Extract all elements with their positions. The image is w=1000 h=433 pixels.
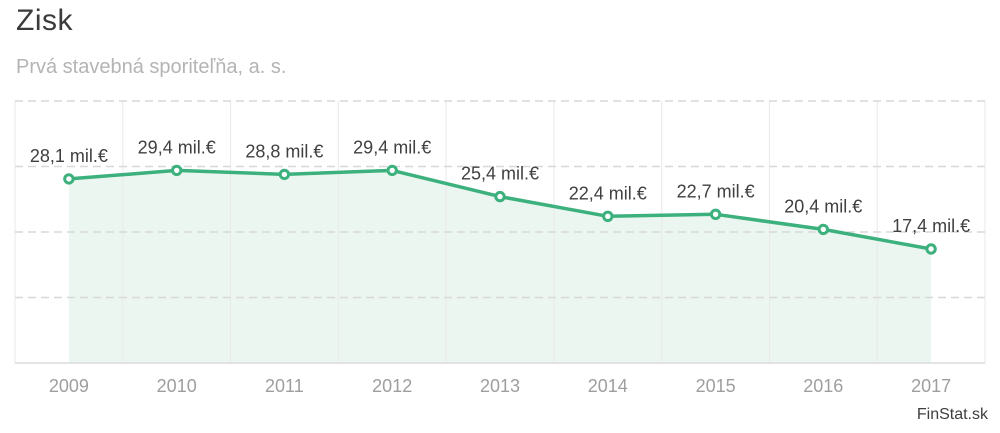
data-point-marker[interactable]: [63, 173, 75, 185]
data-label: 20,4 mil.€: [784, 196, 862, 216]
data-label: 22,7 mil.€: [677, 181, 755, 201]
data-label: 29,4 mil.€: [138, 137, 216, 157]
data-point-marker[interactable]: [817, 223, 829, 236]
data-point-marker[interactable]: [386, 164, 398, 177]
data-label: 25,4 mil.€: [461, 164, 539, 184]
data-label: 17,4 mil.€: [892, 216, 970, 236]
x-axis-label: 2012: [372, 376, 412, 396]
x-axis-label: 2011: [265, 376, 304, 396]
company-subtitle: Prvá stavebná sporiteľňa, a. s.: [16, 56, 287, 78]
page-title: Zisk: [16, 4, 73, 37]
finstat-watermark[interactable]: FinStat.sk: [916, 406, 988, 423]
x-axis-label: 2016: [803, 376, 843, 396]
x-axis-label: 2017: [911, 376, 951, 396]
data-point-marker[interactable]: [709, 208, 722, 221]
x-axis-label: 2015: [696, 376, 736, 396]
x-axis-label: 2010: [157, 376, 197, 396]
data-point-marker[interactable]: [925, 243, 937, 255]
x-axis-label: 2013: [480, 376, 520, 396]
data-point-marker[interactable]: [494, 190, 506, 203]
data-point-marker[interactable]: [602, 210, 614, 223]
x-axis-label: 2009: [49, 376, 89, 396]
x-axis-label: 2014: [588, 376, 628, 396]
data-label: 22,4 mil.€: [569, 183, 647, 203]
data-point-marker[interactable]: [278, 168, 291, 181]
data-label: 29,4 mil.€: [353, 137, 431, 157]
data-label: 28,1 mil.€: [30, 146, 108, 166]
data-label: 28,8 mil.€: [245, 141, 323, 161]
data-point-marker[interactable]: [171, 164, 183, 177]
